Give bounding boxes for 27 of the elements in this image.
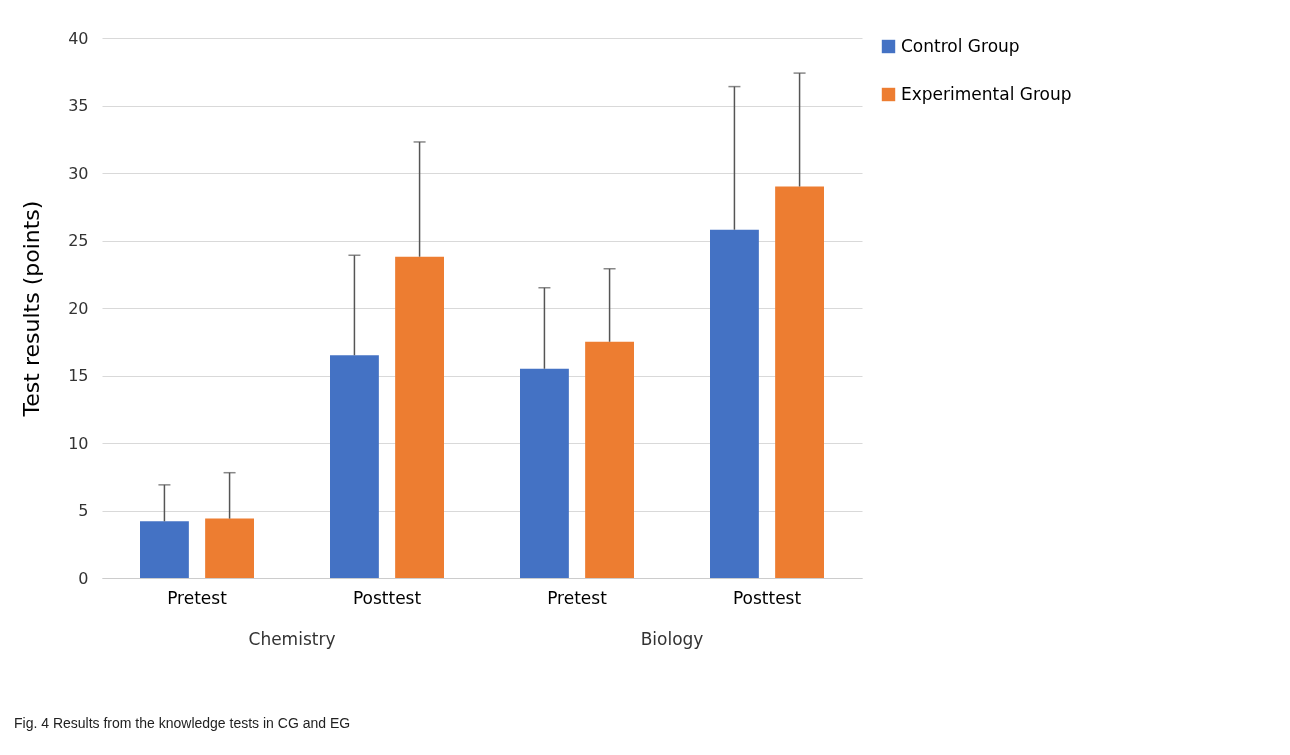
y-axis-title: Test results (points) (19, 200, 45, 418)
y-tick-label: 15 (68, 366, 89, 385)
bar (205, 518, 254, 578)
y-tick-label: 35 (68, 96, 89, 115)
x-tick-label: Posttest (352, 587, 422, 608)
y-tick-label: 40 (68, 28, 89, 48)
y-tick-label: 20 (68, 298, 89, 318)
legend-label: Experimental Group (901, 83, 1072, 104)
x-tick-label: Pretest (547, 587, 608, 608)
bar (585, 341, 634, 578)
caption: Fig. 4 Results from the knowledge tests in CG and EG (14, 715, 351, 731)
y-tick-label: 5 (78, 501, 89, 520)
y-tick-label: 0 (78, 568, 89, 588)
x-tick-label: Pretest (167, 587, 228, 608)
legend-label: Control Group (901, 35, 1020, 56)
bar (710, 229, 759, 578)
bar (330, 355, 379, 578)
y-tick-label: 25 (68, 231, 89, 250)
bar (775, 186, 824, 578)
bar (140, 521, 189, 578)
text: Biology (640, 629, 704, 649)
bar (395, 256, 444, 578)
bar (520, 368, 569, 578)
text: Chemistry (248, 629, 336, 649)
x-tick-label: Posttest (732, 587, 802, 608)
y-tick-label: 30 (68, 163, 89, 183)
y-tick-label: 10 (68, 433, 89, 453)
